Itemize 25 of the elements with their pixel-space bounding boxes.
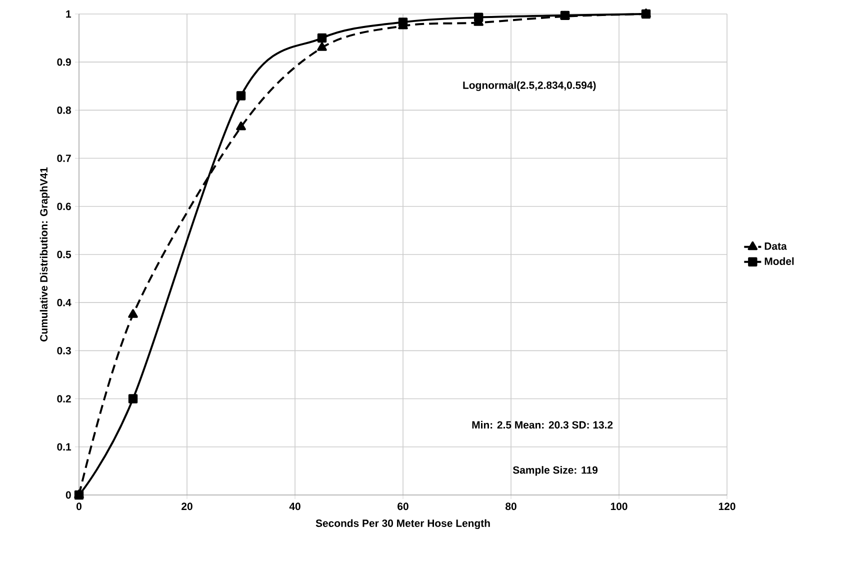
x-tick-label: 100 [610,502,628,510]
y-tick-label: 0 [66,491,71,499]
y-tick-label: 0.2 [57,395,71,402]
y-tick-label: 0.1 [57,443,72,451]
y-tick-label: 0.8 [57,106,71,114]
x-tick-label: 0 [76,502,82,510]
annotation: Min: 2.5 Mean: 20.3 SD: 13.2 [472,420,613,429]
x-tick-label: 120 [718,502,736,510]
legend-label: Model [764,257,794,265]
y-tick-label: 0.5 [57,250,72,258]
y-tick-label: 0.7 [57,154,71,162]
y-tick-label: 0.6 [57,202,71,210]
annotation: Lognormal(2.5,2.834,0.594) [463,81,596,92]
y-tick-label: 0.9 [57,58,71,66]
x-tick-label: 80 [506,502,516,510]
x-tick-label: 60 [398,502,408,510]
x-axis-title: Seconds Per 30 Meter Hose Length [316,519,490,530]
y-axis-title: Cumulative Distribution: GraphV41 [40,167,50,342]
annotation: Sample Size: 119 [512,466,598,476]
y-tick-label: 0.4 [57,298,72,306]
y-tick-label: 0.3 [57,346,71,354]
x-tick-label: 20 [182,502,192,510]
legend-label: Data [764,242,787,250]
y-tick-label: 1 [66,10,72,18]
x-tick-label: 40 [289,502,300,510]
